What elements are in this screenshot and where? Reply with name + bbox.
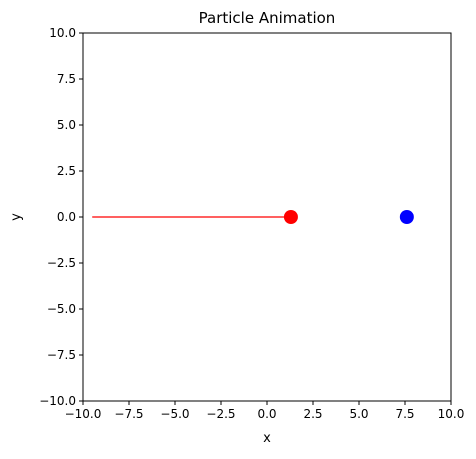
y-axis: −10.0 −7.5 −5.0 −2.5 0.0 2.5 5.0 7.5 10.0 <box>39 26 83 408</box>
chart-title: Particle Animation <box>199 9 336 27</box>
y-tick-label: 10.0 <box>49 26 76 40</box>
y-axis-label: y <box>9 213 24 221</box>
y-tick-label: −7.5 <box>47 348 76 362</box>
x-tick-label: −2.5 <box>206 407 235 421</box>
plot-area <box>82 32 452 402</box>
y-tick-label: −10.0 <box>39 394 76 408</box>
y-tick-label: 5.0 <box>57 118 76 132</box>
red-particle-point <box>283 210 298 224</box>
y-tick-label: 0.0 <box>57 210 76 224</box>
x-tick-label: 2.5 <box>303 407 322 421</box>
x-tick-label: 10.0 <box>438 407 465 421</box>
x-tick-label: −10.0 <box>65 407 102 421</box>
points-layer <box>283 210 414 224</box>
y-tick-label: 7.5 <box>57 72 76 86</box>
blue-particle-point <box>399 210 414 224</box>
x-tick-label: 7.5 <box>395 407 414 421</box>
y-tick-label: −5.0 <box>47 302 76 316</box>
x-axis-label: x <box>263 431 271 446</box>
x-tick-label: 5.0 <box>349 407 368 421</box>
x-tick-label: −5.0 <box>160 407 189 421</box>
x-tick-label: −7.5 <box>114 407 143 421</box>
x-tick-label: 0.0 <box>257 407 276 421</box>
y-tick-label: 2.5 <box>57 164 76 178</box>
x-axis: −10.0 −7.5 −5.0 −2.5 0.0 2.5 5.0 7.5 10.0 <box>65 401 465 421</box>
y-tick-label: −2.5 <box>47 256 76 270</box>
